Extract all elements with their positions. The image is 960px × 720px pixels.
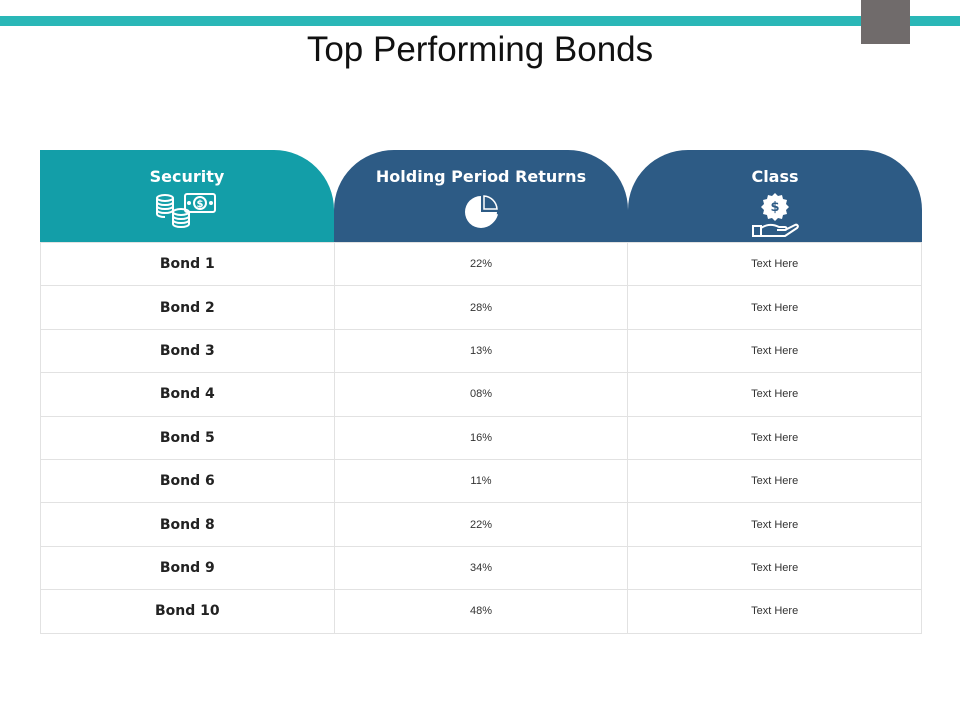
coins-money-icon: $ — [155, 192, 219, 237]
header-holding-period-returns: Holding Period Returns — [334, 150, 628, 242]
security-cell: Bond 10 — [40, 589, 335, 634]
security-cell: Bond 6 — [40, 458, 335, 504]
page-title: Top Performing Bonds — [306, 30, 654, 69]
class-cell: Text Here — [627, 328, 922, 374]
svg-text:$: $ — [197, 199, 204, 210]
table-row: Bond 5 16% Text Here — [40, 415, 922, 460]
security-cell: Bond 1 — [40, 241, 335, 287]
hand-dollar-icon: $ — [750, 192, 800, 243]
table-row: Bond 10 48% Text Here — [40, 589, 922, 634]
top-accent-bar — [0, 16, 960, 26]
security-cell: Bond 2 — [40, 285, 335, 330]
returns-cell: 48% — [333, 589, 629, 634]
header-label: Class — [751, 167, 799, 186]
security-cell: Bond 8 — [40, 502, 335, 547]
returns-cell: 28% — [333, 285, 629, 330]
table-row: Bond 9 34% Text Here — [40, 545, 922, 591]
header-security: Security $ — [40, 150, 334, 242]
security-cell: Bond 4 — [40, 372, 335, 417]
header-label: Holding Period Returns — [375, 167, 587, 186]
table-row: Bond 3 13% Text Here — [40, 328, 922, 374]
security-cell: Bond 3 — [40, 328, 335, 374]
security-cell: Bond 5 — [40, 415, 335, 460]
header-label: Security — [149, 167, 225, 186]
class-cell: Text Here — [627, 372, 922, 417]
table-row: Bond 6 11% Text Here — [40, 458, 922, 504]
table-row: Bond 1 22% Text Here — [40, 241, 922, 287]
pie-chart-icon — [461, 192, 501, 237]
svg-text:$: $ — [770, 200, 779, 215]
corner-block — [861, 0, 910, 44]
returns-cell: 08% — [333, 372, 629, 417]
returns-cell: 13% — [333, 328, 629, 374]
returns-cell: 16% — [333, 415, 629, 460]
class-cell: Text Here — [627, 502, 922, 547]
table-header-row: Security $ Holding Period Returns — [40, 150, 922, 242]
returns-cell: 22% — [333, 241, 629, 287]
class-cell: Text Here — [627, 415, 922, 460]
security-cell: Bond 9 — [40, 545, 335, 591]
class-cell: Text Here — [627, 458, 922, 504]
class-cell: Text Here — [627, 545, 922, 591]
class-cell: Text Here — [627, 589, 922, 634]
class-cell: Text Here — [627, 241, 922, 287]
returns-cell: 11% — [333, 458, 629, 504]
class-cell: Text Here — [627, 285, 922, 330]
table-row: Bond 4 08% Text Here — [40, 372, 922, 417]
table-row: Bond 2 28% Text Here — [40, 285, 922, 330]
bonds-table: Bond 1 22% Text Here Bond 2 28% Text Here Bond… — [40, 241, 922, 634]
table-row: Bond 8 22% Text Here — [40, 502, 922, 547]
returns-cell: 22% — [333, 502, 629, 547]
header-class: Class $ — [628, 150, 922, 242]
returns-cell: 34% — [333, 545, 629, 591]
